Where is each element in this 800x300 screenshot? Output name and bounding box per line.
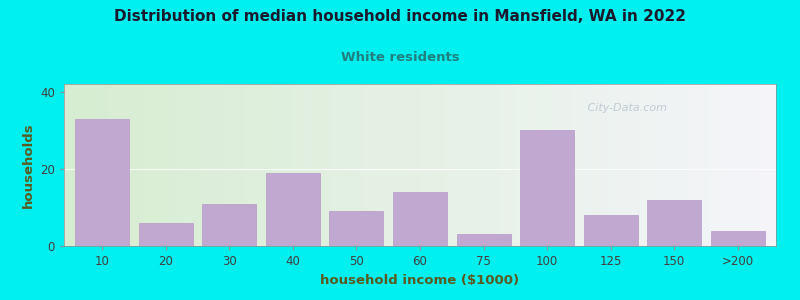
Bar [711,231,765,246]
Text: City-Data.com: City-Data.com [584,103,666,113]
X-axis label: household income ($1000): household income ($1000) [321,274,519,286]
Bar [330,211,383,246]
Text: Distribution of median household income in Mansfield, WA in 2022: Distribution of median household income … [114,9,686,24]
Bar [138,223,193,246]
Bar [75,119,129,246]
Bar [393,192,447,246]
Bar [647,200,702,246]
Bar [520,130,574,246]
Text: White residents: White residents [341,51,459,64]
Bar [584,215,638,246]
Bar [202,204,256,246]
Y-axis label: households: households [22,122,34,208]
Bar [457,234,510,246]
Bar [266,173,320,246]
